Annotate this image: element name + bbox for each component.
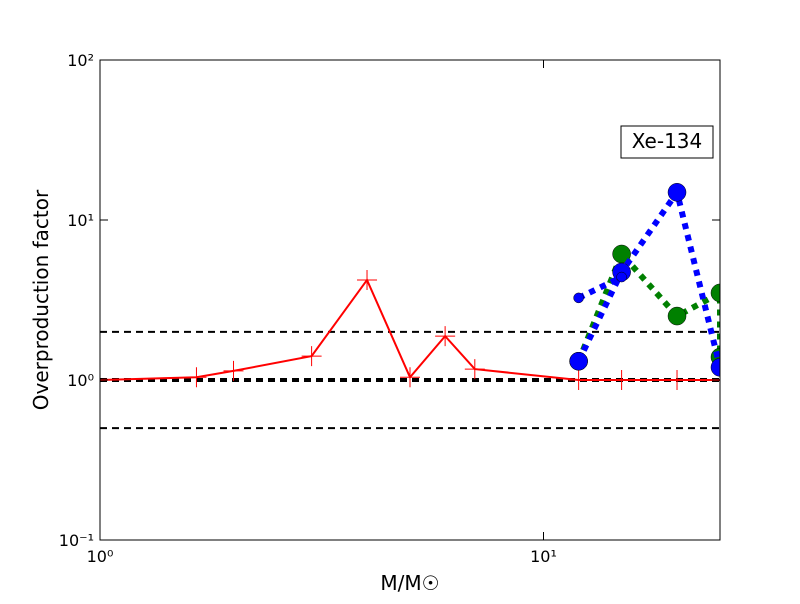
marker — [223, 360, 244, 381]
y-tick-label: 10⁻¹ — [59, 531, 94, 550]
annotation: Xe-134 — [632, 129, 703, 153]
marker — [400, 367, 420, 388]
marker — [616, 271, 627, 283]
x-tick-label: 10⁰ — [87, 547, 114, 566]
marker — [568, 370, 589, 390]
marker — [573, 292, 584, 304]
series-line — [575, 248, 720, 363]
marker — [710, 358, 720, 377]
y-tick-label: 10⁰ — [67, 371, 94, 390]
marker — [667, 306, 687, 326]
marker — [357, 269, 378, 290]
marker — [667, 370, 688, 390]
marker — [710, 283, 720, 303]
marker — [464, 359, 485, 380]
y-tick-label: 10¹ — [67, 211, 94, 230]
plot-frame — [99, 59, 721, 541]
x-tick-label: 10¹ — [530, 547, 557, 566]
marker — [569, 351, 588, 371]
y-axis-label: Overproduction factor — [29, 189, 53, 410]
y-tick-label: 10² — [67, 51, 94, 70]
marker — [611, 370, 632, 390]
annotation-box — [620, 125, 714, 159]
marker — [667, 183, 687, 202]
marker — [435, 326, 456, 347]
series-line — [577, 274, 623, 301]
marker — [301, 346, 322, 367]
x-axis-label: M/M☉ — [380, 571, 439, 595]
series-line — [575, 185, 720, 369]
plot-area — [100, 60, 720, 540]
marker — [186, 367, 207, 388]
